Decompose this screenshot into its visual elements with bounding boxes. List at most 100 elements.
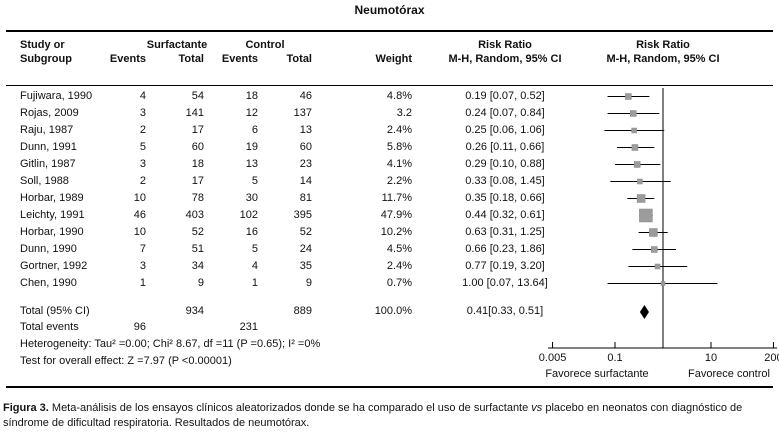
ci-text: 0.44 [0.32, 0.61]	[465, 209, 545, 221]
total-events-surfactante: 96	[133, 321, 146, 333]
study-name: Dunn, 1990	[20, 243, 77, 255]
surfactante-events: 7	[139, 243, 146, 255]
surfactante-events: 46	[133, 209, 146, 221]
ci-text: 0.33 [0.08, 1.45]	[465, 175, 545, 187]
header-control-events: Events	[221, 53, 258, 65]
surfactante-events: 3	[139, 260, 146, 272]
control-events: 30	[245, 192, 258, 204]
control-events: 6	[251, 124, 258, 136]
surfactante-events: 2	[139, 124, 146, 136]
weight-value: 0.7%	[386, 277, 412, 289]
study-name: Fujiwara, 1990	[20, 90, 93, 102]
weight-value: 4.5%	[386, 243, 412, 255]
weight-value: 3.2	[396, 107, 412, 119]
surfactante-events: 1	[139, 277, 146, 289]
effect-square	[631, 144, 639, 151]
study-name: Horbar, 1990	[20, 226, 84, 238]
effect-square	[654, 263, 661, 270]
effect-square	[660, 281, 666, 286]
favors-left-label: Favorece surfactante	[545, 368, 649, 380]
ci-text: 0.35 [0.18, 0.66]	[465, 192, 545, 204]
ci-text: 0.66 [0.23, 1.86]	[465, 243, 545, 255]
overall-effect-text: Test for overall effect: Z =7.97 (P <0.0…	[20, 355, 232, 367]
control-total: 24	[299, 243, 312, 255]
control-events: 5	[251, 175, 258, 187]
control-total: 52	[299, 226, 312, 238]
control-events: 18	[245, 90, 258, 102]
header-risk-ratio-text: Risk Ratio	[478, 39, 532, 51]
study-name: Dunn, 1991	[20, 141, 77, 153]
control-total: 35	[299, 260, 312, 272]
control-events: 12	[245, 107, 258, 119]
ci-text: 0.19 [0.07, 0.52]	[465, 90, 545, 102]
effect-square	[636, 194, 646, 203]
x-axis-tick-label: 0.1	[607, 352, 623, 364]
heterogeneity-text: Heterogeneity: Tau² =0.00; Chi² 8.67, df…	[20, 338, 321, 350]
weight-value: 10.2%	[380, 226, 412, 238]
surfactante-events: 5	[139, 141, 146, 153]
study-name: Leichty, 1991	[20, 209, 85, 221]
header-group-surfactante: Surfactante	[146, 39, 208, 51]
surfactante-total: 9	[197, 277, 204, 289]
effect-square	[630, 110, 637, 117]
effect-square	[625, 93, 632, 100]
weight-value: 5.8%	[386, 141, 412, 153]
header-weight: Weight	[375, 53, 412, 65]
ci-text: 0.25 [0.06, 1.06]	[465, 124, 545, 136]
table-top-border	[6, 30, 773, 32]
control-total: 395	[293, 209, 312, 221]
surfactante-events: 10	[133, 192, 146, 204]
header-mh-ci-plot: M-H, Random, 95% CI	[606, 53, 720, 65]
weight-value: 2.2%	[386, 175, 412, 187]
study-name: Gitlin, 1987	[20, 158, 76, 170]
surfactante-events: 4	[139, 90, 146, 102]
control-total: 13	[299, 124, 312, 136]
effect-square	[651, 246, 658, 253]
surfactante-events: 3	[139, 107, 146, 119]
caption-text-after: placebo en neonatos con diagnóstico de s…	[3, 402, 743, 429]
surfactante-total: 52	[191, 226, 204, 238]
total-ci: 0.41[0.33, 0.51]	[466, 305, 544, 317]
control-total: 60	[299, 141, 312, 153]
control-total: 9	[305, 277, 312, 289]
header-risk-ratio-plot: Risk Ratio	[636, 39, 690, 51]
study-name: Gortner, 1992	[20, 260, 88, 272]
control-events: 102	[239, 209, 258, 221]
x-axis-tick-label: 0.005	[538, 352, 567, 364]
surfactante-total: 17	[191, 124, 204, 136]
weight-value: 4.1%	[386, 158, 412, 170]
control-total: 46	[299, 90, 312, 102]
header-study-line2: Subgroup	[20, 53, 72, 65]
header-study-line1: Study or	[20, 39, 65, 51]
surfactante-total: 60	[191, 141, 204, 153]
surfactante-total: 17	[191, 175, 204, 187]
control-total: 14	[299, 175, 312, 187]
ci-text: 0.77 [0.19, 3.20]	[465, 260, 545, 272]
study-name: Chen, 1990	[20, 277, 77, 289]
summary-diamond	[639, 305, 649, 319]
caption-text-before: Meta-análisis de los ensayos clínicos al…	[48, 402, 532, 414]
control-events: 19	[245, 141, 258, 153]
effect-square	[633, 161, 641, 168]
study-name: Raju, 1987	[20, 124, 74, 136]
study-name: Horbar, 1989	[20, 192, 84, 204]
surfactante-total: 34	[191, 260, 204, 272]
control-events: 16	[245, 226, 258, 238]
caption-figure-label: Figura 3.	[3, 402, 49, 414]
total-label: Total (95% CI)	[20, 305, 90, 317]
header-group-control: Control	[245, 39, 285, 51]
ci-text: 0.29 [0.10, 0.88]	[465, 158, 545, 170]
total-surfactante-total: 934	[185, 305, 204, 317]
favors-right-label: Favorece control	[688, 368, 770, 380]
weight-value: 4.8%	[386, 90, 412, 102]
ci-text: 0.63 [0.31, 1.25]	[465, 226, 545, 238]
study-name: Soll, 1988	[20, 175, 69, 187]
surfactante-total: 51	[191, 243, 204, 255]
figure-caption: Figura 3. Meta-análisis de los ensayos c…	[3, 401, 776, 431]
total-weight: 100.0%	[374, 305, 412, 317]
ci-text: 0.24 [0.07, 0.84]	[465, 107, 545, 119]
total-events-control: 231	[239, 321, 258, 333]
header-surfactante-events: Events	[109, 53, 146, 65]
header-mh-ci-text: M-H, Random, 95% CI	[448, 53, 562, 65]
